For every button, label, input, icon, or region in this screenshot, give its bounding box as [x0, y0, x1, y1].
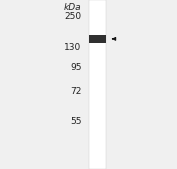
- Text: 72: 72: [70, 87, 81, 96]
- Text: 250: 250: [64, 12, 81, 21]
- Bar: [88, 35, 106, 43]
- Text: 95: 95: [70, 63, 81, 72]
- Text: 130: 130: [64, 43, 81, 52]
- Bar: [88, 0, 106, 169]
- Text: kDa: kDa: [64, 3, 81, 12]
- Text: 55: 55: [70, 117, 81, 126]
